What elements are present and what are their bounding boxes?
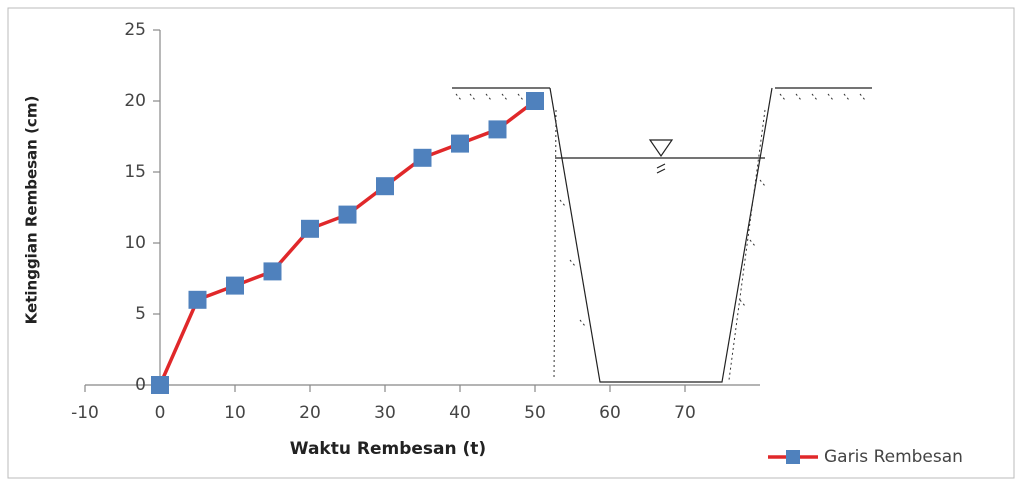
x-axis-label: Waktu Rembesan (t) — [290, 439, 486, 459]
point-marker — [451, 135, 469, 153]
point-marker — [376, 177, 394, 195]
legend-marker — [786, 450, 800, 464]
x-tick-label: 40 — [449, 403, 471, 423]
x-tick-label: 20 — [299, 403, 321, 423]
y-tick-label: 10 — [124, 233, 146, 253]
y-tick-label: 25 — [124, 20, 146, 40]
x-tick-label: 0 — [155, 403, 166, 423]
y-tick-label: 5 — [135, 304, 146, 324]
x-tick-label: 70 — [674, 403, 696, 423]
chart: Ketinggian Rembesan (cm) Waktu Rembesan … — [0, 0, 1022, 486]
point-marker — [301, 220, 319, 238]
point-marker — [339, 206, 357, 224]
point-marker — [151, 376, 169, 394]
point-marker — [189, 291, 207, 309]
x-tick-label: 10 — [224, 403, 246, 423]
y-axis-label: Ketinggian Rembesan (cm) — [23, 96, 41, 325]
point-marker — [264, 262, 282, 280]
x-tick-label: 50 — [524, 403, 546, 423]
y-tick-label: 15 — [124, 162, 146, 182]
legend-label: Garis Rembesan — [824, 447, 963, 467]
point-marker — [414, 149, 432, 167]
point-marker — [489, 120, 507, 138]
point-marker — [526, 92, 544, 110]
x-tick-label: 60 — [599, 403, 621, 423]
y-tick-label: 0 — [135, 375, 146, 395]
x-tick-label: 30 — [374, 403, 396, 423]
x-tick-label: -10 — [71, 403, 99, 423]
y-tick-label: 20 — [124, 91, 146, 111]
point-marker — [226, 277, 244, 295]
